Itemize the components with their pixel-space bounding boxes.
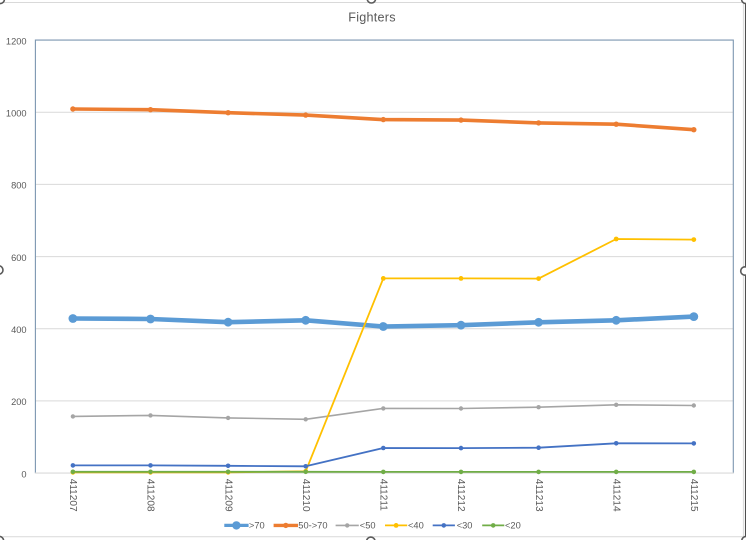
svg-text:<20: <20 — [505, 520, 521, 530]
svg-text:411207: 411207 — [67, 479, 78, 512]
svg-text:<30: <30 — [457, 520, 473, 530]
svg-text:600: 600 — [11, 253, 27, 263]
svg-text:200: 200 — [11, 397, 27, 407]
svg-text:50->70: 50->70 — [298, 520, 327, 530]
svg-text:<40: <40 — [408, 520, 424, 530]
svg-text:1000: 1000 — [6, 109, 27, 119]
svg-text:1200: 1200 — [6, 36, 27, 46]
svg-text:Fighters: Fighters — [348, 11, 396, 25]
svg-text:0: 0 — [21, 469, 26, 479]
svg-text:411211: 411211 — [378, 479, 389, 512]
svg-text:411214: 411214 — [610, 479, 621, 512]
svg-text:411210: 411210 — [300, 479, 311, 512]
svg-text:<50: <50 — [360, 520, 376, 530]
svg-text:411215: 411215 — [688, 479, 699, 512]
svg-text:411212: 411212 — [455, 479, 466, 512]
svg-text:411213: 411213 — [533, 479, 544, 512]
svg-text:411208: 411208 — [145, 479, 156, 512]
svg-text:411209: 411209 — [222, 479, 233, 512]
svg-text:400: 400 — [11, 325, 27, 335]
svg-text:>70: >70 — [249, 520, 265, 530]
svg-text:800: 800 — [11, 181, 27, 191]
